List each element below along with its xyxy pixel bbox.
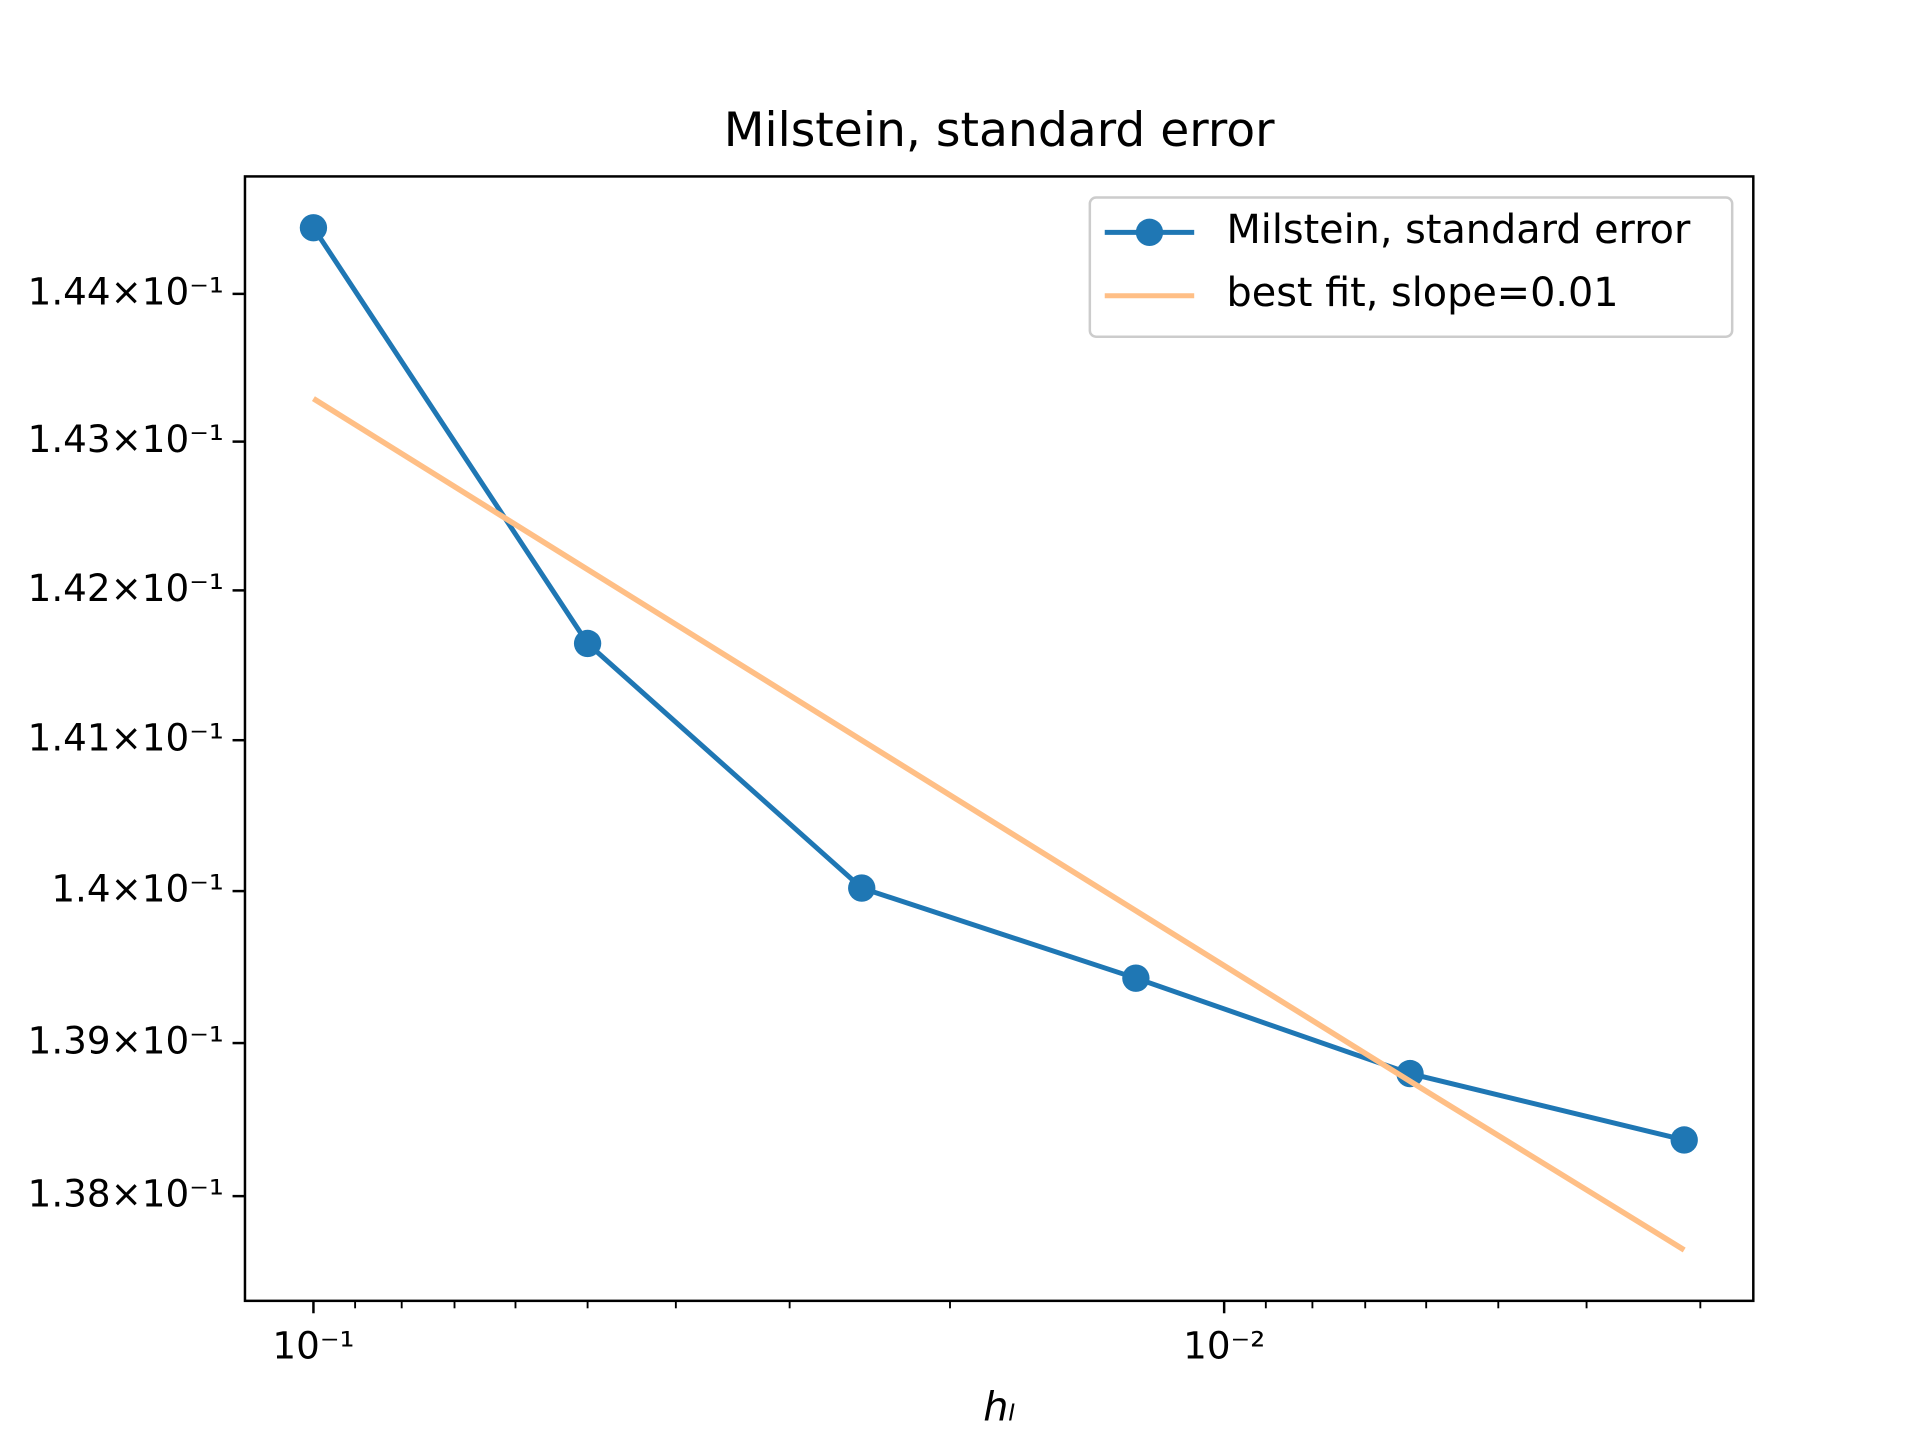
- y-tick-label: 1.43×10⁻¹: [28, 417, 224, 461]
- legend: Milstein, standard error best fit, slope=…: [1088, 196, 1734, 338]
- data-point: [1396, 1059, 1424, 1088]
- data-point: [1122, 964, 1150, 992]
- y-tick-label: 1.4×10⁻¹: [51, 867, 224, 911]
- x-tick-label: 10⁻¹: [272, 1324, 354, 1368]
- legend-marker: [1135, 218, 1164, 247]
- y-tick-label: 1.42×10⁻¹: [28, 566, 224, 610]
- y-tick-label: 1.39×10⁻¹: [28, 1019, 224, 1063]
- x-axis-label: hₗ: [983, 1385, 1015, 1431]
- plot-frame: [243, 175, 1755, 1303]
- data-point: [299, 214, 328, 242]
- data-point: [1670, 1126, 1698, 1154]
- chart-title: Milstein, standard error: [724, 103, 1275, 158]
- y-tick-label: 1.44×10⁻¹: [28, 269, 224, 313]
- y-tick-label: 1.38×10⁻¹: [28, 1172, 224, 1216]
- legend-label: best fit, slope=0.01: [1227, 270, 1619, 316]
- legend-label: Milstein, standard error: [1227, 207, 1691, 253]
- data-point: [573, 629, 602, 658]
- y-tick-label: 1.41×10⁻¹: [28, 716, 224, 760]
- data-point: [848, 874, 876, 902]
- legend-box: [1088, 196, 1734, 338]
- series-line: [311, 226, 1685, 1143]
- x-tick-label: 10⁻²: [1183, 1324, 1265, 1368]
- series-line: [311, 396, 1686, 1253]
